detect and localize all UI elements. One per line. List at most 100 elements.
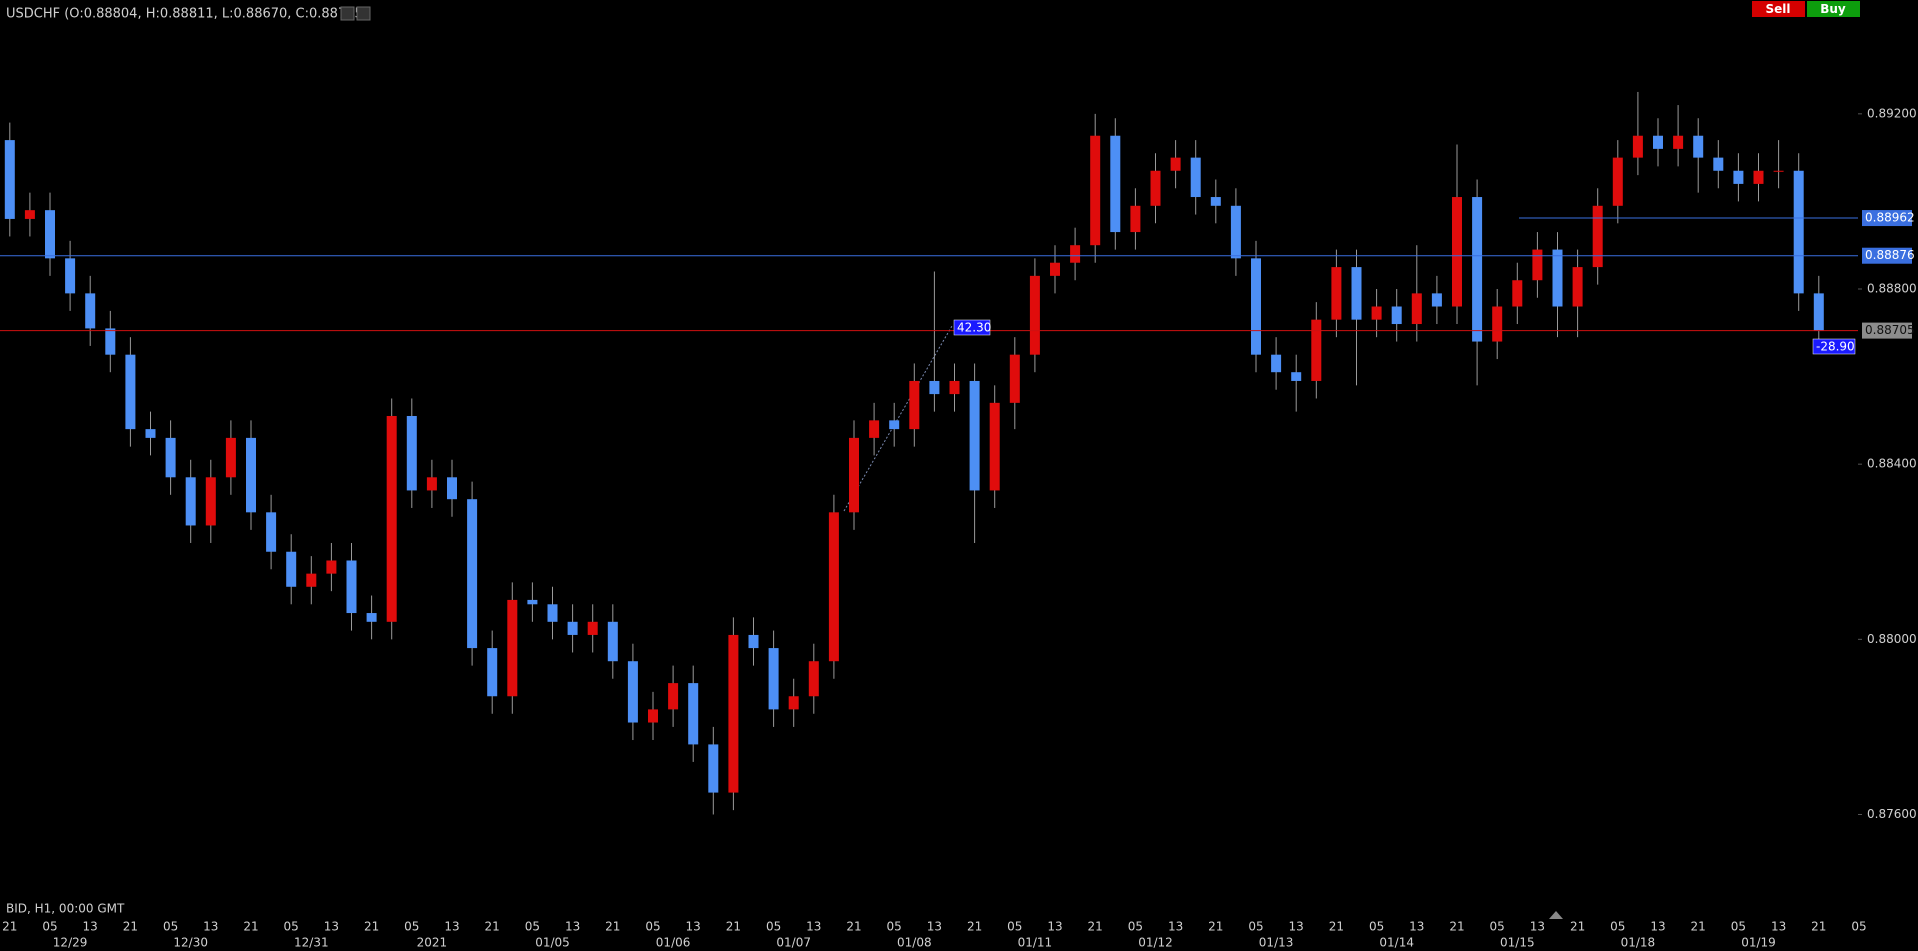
candle-body (65, 258, 76, 294)
x-tick-label: 21 (1811, 920, 1826, 934)
candle-body (1733, 170, 1744, 184)
x-tick-label: 21 (1449, 920, 1464, 934)
candle-body (1452, 197, 1462, 307)
candle-body (1632, 135, 1643, 158)
symbol-header: USDCHF (O:0.88804, H:0.88811, L:0.88670,… (6, 7, 368, 22)
x-tick-label: 13 (565, 920, 580, 934)
candle-body (1090, 135, 1101, 246)
x-tick-label: 05 (1128, 920, 1143, 934)
candle-body (507, 599, 518, 697)
candle-body (1612, 157, 1623, 206)
candle-body (1512, 280, 1523, 307)
x-tick-label: 05 (404, 920, 419, 934)
footer-label: BID, H1, 00:00 GMT (6, 902, 125, 916)
candle-body (447, 477, 457, 500)
date-label: 2021 (417, 936, 448, 950)
candle-body (587, 621, 598, 635)
x-tick-label: 13 (324, 920, 339, 934)
date-label: 01/19 (1741, 936, 1776, 950)
candle-body (346, 560, 357, 614)
date-label: 01/05 (535, 936, 570, 950)
candle-body (266, 512, 277, 552)
x-tick-label: 21 (2, 920, 17, 934)
candle-body (1110, 135, 1121, 233)
candle-body (688, 683, 699, 745)
scroll-marker[interactable] (1549, 911, 1563, 919)
price-tag-label: 0.88876 (1865, 248, 1915, 262)
x-tick-label: 05 (1369, 920, 1384, 934)
buy-button[interactable] (1807, 1, 1860, 17)
price-tag-label: 0.88705 (1865, 323, 1915, 337)
date-label: 01/12 (1138, 936, 1173, 950)
buy-label[interactable]: Buy (1820, 2, 1846, 16)
candle-body (1351, 267, 1362, 320)
candle-body (1793, 170, 1804, 294)
candle-body (487, 648, 498, 697)
x-tick-label: 13 (927, 920, 942, 934)
candle-body (889, 420, 900, 430)
candle-body (1673, 135, 1684, 149)
settings-icon[interactable] (356, 6, 371, 21)
x-tick-label: 05 (284, 920, 299, 934)
candle-body (24, 210, 35, 219)
x-tick-label: 13 (1650, 920, 1665, 934)
y-tick-label: 0.88800 (1867, 281, 1917, 295)
candle-body (85, 293, 96, 329)
candle-body (145, 429, 156, 438)
x-tick-label: 05 (1490, 920, 1505, 934)
sell-label[interactable]: Sell (1765, 2, 1790, 16)
candle-body (1693, 135, 1704, 158)
candle-body (768, 648, 779, 710)
x-tick-label: 21 (1691, 920, 1706, 934)
x-tick-label: 21 (364, 920, 379, 934)
y-tick-label: 0.89200 (1867, 106, 1917, 120)
date-label: 01/15 (1500, 936, 1535, 950)
candle-body (989, 402, 1000, 491)
x-tick-label: 13 (1168, 920, 1183, 934)
candle-body (1813, 293, 1824, 331)
x-tick-label: 05 (163, 920, 178, 934)
date-label: 01/08 (897, 936, 932, 950)
candle-body (788, 696, 799, 710)
x-tick-label: 21 (485, 920, 500, 934)
sell-button[interactable] (1752, 1, 1805, 17)
x-tick-label: 13 (1047, 920, 1062, 934)
measure-label: 42.30 (957, 321, 991, 335)
candle-body (1251, 258, 1261, 355)
candle-body (668, 683, 679, 710)
candle-body (246, 437, 256, 513)
price-tag (1862, 322, 1912, 339)
candle-body (1311, 319, 1322, 381)
candle-body (205, 477, 216, 526)
x-tick-label: 21 (1329, 920, 1344, 934)
candle-body (1371, 306, 1382, 320)
candle-body (1492, 306, 1503, 342)
x-tick-label: 21 (726, 920, 741, 934)
candle-body (386, 415, 397, 622)
candle-body (366, 613, 377, 622)
x-tick-label: 21 (243, 920, 258, 934)
candle-body (1230, 205, 1241, 259)
x-tick-label: 13 (1289, 920, 1304, 934)
settings-icon[interactable] (340, 6, 355, 21)
candle-body (1150, 170, 1161, 206)
candle-body (869, 420, 880, 438)
x-tick-label: 13 (444, 920, 459, 934)
candle-body (1050, 262, 1060, 276)
date-label: 01/18 (1621, 936, 1656, 950)
x-tick-label: 05 (1007, 920, 1022, 934)
candle-body (1773, 170, 1784, 172)
x-tick-label: 13 (83, 920, 98, 934)
candle-body (929, 380, 940, 395)
candle-body (1532, 249, 1543, 281)
candle-body (567, 621, 578, 635)
candle-body (1210, 197, 1221, 206)
candle-body (527, 599, 538, 605)
measure-box (953, 319, 991, 336)
x-tick-label: 21 (605, 920, 620, 934)
candle-body (1713, 157, 1724, 171)
candle-body (1753, 170, 1764, 184)
date-label: 01/13 (1259, 936, 1294, 950)
